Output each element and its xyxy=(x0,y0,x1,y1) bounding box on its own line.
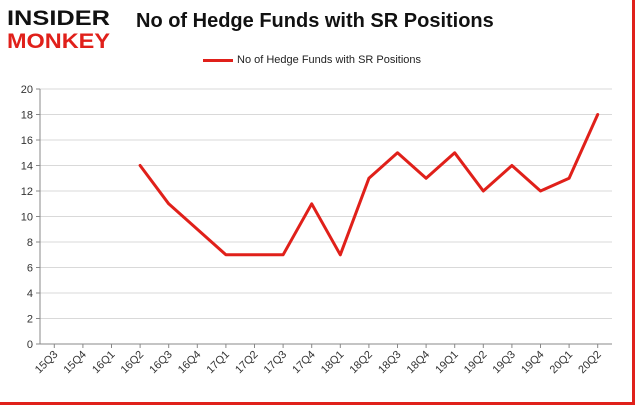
x-tick-label: 19Q2 xyxy=(462,349,490,377)
x-tick-label: 16Q4 xyxy=(176,349,204,377)
x-tick-label: 17Q4 xyxy=(290,349,318,377)
x-tick-label: 16Q2 xyxy=(119,349,147,377)
logo-line-1: INSIDER xyxy=(7,7,110,30)
y-tick-label: 12 xyxy=(21,186,33,198)
series-line xyxy=(138,113,600,257)
y-tick-label: 14 xyxy=(21,161,33,173)
y-tick-label: 0 xyxy=(27,339,33,351)
y-tick-label: 10 xyxy=(21,212,33,224)
grid-lines xyxy=(40,88,612,319)
y-tick-label: 6 xyxy=(27,263,33,275)
x-tick-label: 19Q3 xyxy=(490,349,518,377)
x-tick-labels: 15Q3 15Q4 16Q1 16Q2 16Q3 16Q4 17Q1 17Q2 17Q3 17Q4… xyxy=(33,349,604,377)
x-tick-label: 18Q4 xyxy=(405,349,433,377)
x-tick-label: 17Q1 xyxy=(204,349,232,377)
x-tick-label: 16Q3 xyxy=(147,349,175,377)
x-tick-label: 19Q4 xyxy=(519,349,547,377)
x-tick-label: 20Q1 xyxy=(548,349,576,377)
legend-label: No of Hedge Funds with SR Positions xyxy=(237,54,422,66)
logo-line-2: MONKEY xyxy=(7,30,110,52)
chart-title: No of Hedge Funds with SR Positions xyxy=(136,10,494,32)
x-tick-label: 18Q3 xyxy=(376,349,404,377)
x-tick-label: 18Q2 xyxy=(347,349,375,377)
y-tick-label: 18 xyxy=(21,110,33,122)
x-tick-label: 20Q2 xyxy=(576,349,604,377)
x-tick-label: 17Q3 xyxy=(262,349,290,377)
x-tick-label: 15Q4 xyxy=(61,349,89,377)
y-tick-label: 16 xyxy=(21,135,33,147)
legend: No of Hedge Funds with SR Positions xyxy=(203,52,421,68)
x-tick-label: 17Q2 xyxy=(233,349,261,377)
legend-swatch xyxy=(203,58,233,62)
y-tick-label: 4 xyxy=(27,288,33,300)
x-tick-label: 16Q1 xyxy=(90,349,118,377)
series xyxy=(138,113,600,257)
x-tick-label: 15Q3 xyxy=(33,349,61,377)
insider-monkey-logo: INSIDER MONKEY xyxy=(7,7,110,52)
axes xyxy=(36,88,612,348)
y-tick-labels: 0 2 4 6 8 10 12 14 16 18 20 xyxy=(21,84,33,351)
x-tick-label: 18Q1 xyxy=(319,349,347,377)
y-tick-label: 8 xyxy=(27,237,33,249)
y-tick-label: 20 xyxy=(21,84,33,96)
y-tick-label: 2 xyxy=(27,314,33,326)
x-tick-label: 19Q1 xyxy=(433,349,461,377)
